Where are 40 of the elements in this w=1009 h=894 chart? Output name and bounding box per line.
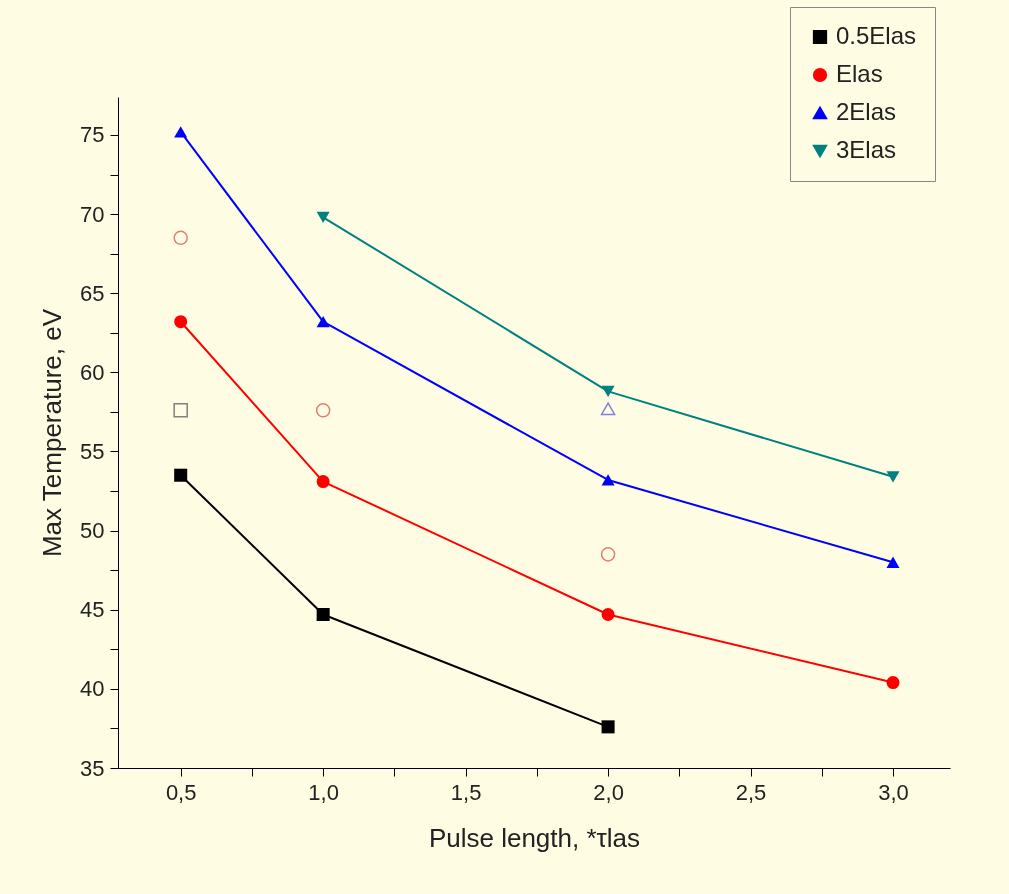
point [174,126,188,138]
point [316,211,330,223]
point [316,475,330,489]
y-tick-label: 70 [80,201,105,227]
point [600,547,616,562]
point [173,230,188,246]
y-tick-label: 45 [80,597,105,623]
y-tick-label: 50 [80,518,105,544]
x-tick-label: 1,5 [450,779,482,805]
legend-label: 3Elas [836,136,897,163]
point [601,720,615,734]
y-tick-label: 60 [80,359,105,385]
legend-label: Elas [836,60,883,87]
x-tick-label: 1,0 [308,779,339,805]
point [173,403,188,418]
x-tick-label: 0,5 [165,779,197,805]
point [174,468,188,482]
point [886,556,900,568]
y-tick-label: 40 [80,676,105,702]
point [316,607,330,622]
x-tick-label: 2,5 [735,779,767,805]
x-tick-label: 3,0 [878,779,909,805]
point [601,474,615,486]
x-tick-label: 2,0 [593,779,624,805]
legend-label: 2Elas [836,98,897,125]
point [886,676,900,690]
y-tick-label: 55 [80,438,105,464]
point [316,316,330,328]
point [315,403,331,418]
y-tick-label: 65 [80,280,105,306]
point [600,402,616,416]
point [886,471,900,483]
x-axis-title: Pulse length, *τlas [428,822,641,853]
y-tick-label: 35 [80,755,105,781]
point [174,315,188,329]
legend-label: 0.5Elas [836,22,917,49]
point [601,607,615,621]
y-axis-title: Max Temperature, eV [37,308,68,558]
point [601,385,615,397]
y-tick-label: 75 [80,122,105,148]
